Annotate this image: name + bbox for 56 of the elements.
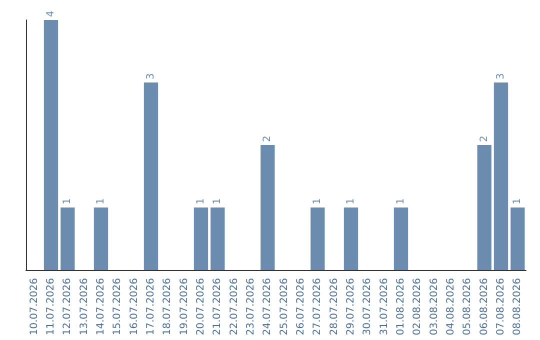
x-tick-label: 12.07.2026 xyxy=(62,278,74,336)
bar xyxy=(194,208,208,270)
x-tick-label: 04.08.2026 xyxy=(446,278,456,336)
x-tick-label: 21.07.2026 xyxy=(212,278,224,336)
data-label: 2 xyxy=(262,136,274,142)
x-tick-label: 13.07.2026 xyxy=(78,278,90,336)
x-tick-label: 24.07.2026 xyxy=(262,278,274,336)
bar xyxy=(60,208,75,270)
x-tick-label: 16.07.2026 xyxy=(128,278,140,336)
x-tick-label: 27.07.2026 xyxy=(312,278,324,336)
bar xyxy=(94,208,108,270)
x-tick-label: 06.08.2026 xyxy=(478,278,490,336)
data-label: 1 xyxy=(312,198,324,204)
x-tick-label: 19.07.2026 xyxy=(178,278,190,336)
x-tick-label: 11.07.2026 xyxy=(46,278,56,336)
x-tick-label: 20.07.2026 xyxy=(196,278,206,336)
x-tick-label: 15.07.2026 xyxy=(112,278,124,336)
x-tick-label: 26.07.2026 xyxy=(296,278,306,336)
x-tick-label: 10.07.2026 xyxy=(28,278,40,336)
x-tick-label: 18.07.2026 xyxy=(162,278,174,336)
data-label: 1 xyxy=(346,198,356,204)
data-label: 1 xyxy=(96,198,106,204)
data-label: 3 xyxy=(496,73,506,80)
x-tick-label: 17.07.2026 xyxy=(146,278,156,336)
data-label: 3 xyxy=(146,73,156,80)
bar xyxy=(310,208,325,270)
bar xyxy=(494,82,508,270)
data-label: 1 xyxy=(512,198,524,204)
x-tick-label: 14.07.2026 xyxy=(96,278,106,336)
x-tick-label: 01.08.2026 xyxy=(396,278,406,336)
x-tick-label: 05.08.2026 xyxy=(462,278,474,336)
bar xyxy=(144,82,158,270)
x-tick-label: 23.07.2026 xyxy=(246,278,256,336)
bar xyxy=(394,208,408,270)
x-tick-label: 28.07.2026 xyxy=(328,278,340,336)
data-label: 1 xyxy=(196,198,206,204)
x-tick-label: 25.07.2026 xyxy=(278,278,290,336)
x-tick-label: 07.08.2026 xyxy=(496,278,506,336)
x-tick-label: 30.07.2026 xyxy=(362,278,374,336)
bar xyxy=(210,208,225,270)
x-tick-label: 29.07.2026 xyxy=(346,278,356,336)
x-tick-label: 02.08.2026 xyxy=(412,278,424,336)
data-label: 1 xyxy=(212,198,224,204)
bar xyxy=(477,145,492,270)
x-tick-label: 03.08.2026 xyxy=(428,278,440,336)
x-tick-label: 08.08.2026 xyxy=(512,278,524,336)
x-tick-label: 22.07.2026 xyxy=(228,278,240,336)
x-tick-label: 31.07.2026 xyxy=(378,278,390,336)
bar xyxy=(510,208,525,270)
data-label: 4 xyxy=(46,10,56,17)
bar xyxy=(344,208,358,270)
bar xyxy=(260,145,275,270)
data-label: 2 xyxy=(478,136,490,142)
bar xyxy=(44,20,58,270)
data-label: 1 xyxy=(62,198,74,204)
data-label: 1 xyxy=(396,198,406,204)
